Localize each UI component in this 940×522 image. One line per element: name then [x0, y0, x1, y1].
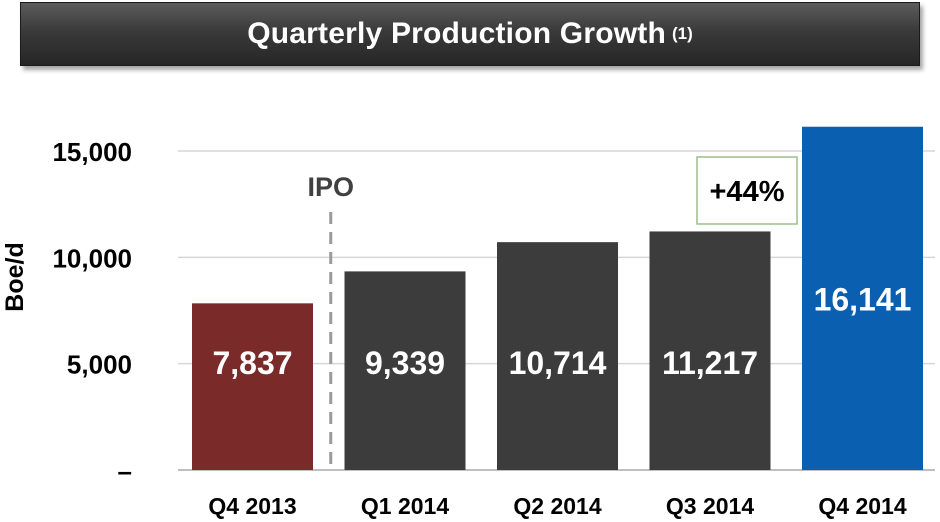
x-tick-label: Q2 2014 [513, 493, 601, 519]
bar-value-labels: 7,837 9,339 10,714 11,217 16,141 [212, 282, 911, 381]
bar-value-label: 7,837 [212, 345, 292, 381]
ipo-label: IPO [307, 172, 354, 202]
bar-value-label: 11,217 [662, 345, 758, 381]
y-tick-label: 10,000 [52, 243, 132, 273]
x-tick-label: Q3 2014 [666, 493, 754, 519]
x-axis-ticks: Q4 2013 Q1 2014 Q2 2014 Q3 2014 Q4 2014 [208, 493, 906, 519]
y-axis-label: Boe/d [1, 242, 29, 311]
bar [344, 271, 466, 470]
chart-title-footnote: (1) [671, 24, 693, 43]
y-tick-label: 5,000 [67, 350, 132, 380]
chart-title: Quarterly Production Growth [247, 17, 666, 50]
bar [192, 303, 313, 470]
bar [802, 126, 923, 470]
bar-value-label: 10,714 [509, 345, 607, 381]
y-tick-label: 15,000 [52, 137, 132, 167]
bar-value-label: 16,141 [814, 282, 912, 318]
y-tick-label: – [118, 456, 132, 486]
chart-title-banner: Quarterly Production Growth (1) [20, 2, 920, 66]
bar [497, 242, 618, 470]
x-tick-label: Q1 2014 [361, 493, 449, 519]
x-tick-label: Q4 2013 [208, 493, 296, 519]
y-axis-ticks: – 5,000 10,000 15,000 [52, 137, 132, 486]
bar [649, 231, 771, 470]
x-tick-label: Q4 2014 [818, 493, 906, 519]
growth-callout-label: +44% [710, 176, 785, 208]
annotations: IPO +44% [307, 156, 798, 470]
growth-callout-box [696, 156, 798, 225]
bar-value-label: 9,339 [365, 345, 445, 381]
bars [192, 126, 923, 470]
